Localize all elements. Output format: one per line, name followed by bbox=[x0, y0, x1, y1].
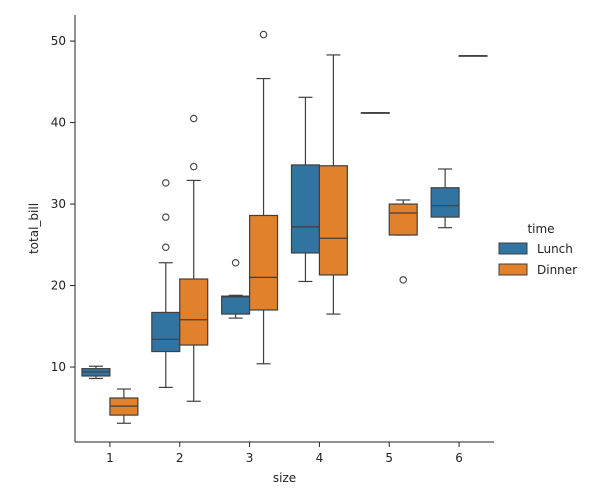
box-body bbox=[318, 165, 348, 276]
x-tick-label: 1 bbox=[106, 451, 114, 465]
legend-entries: Lunch Dinner bbox=[498, 242, 577, 277]
legend: time Lunch Dinner bbox=[498, 222, 577, 277]
box-dinner-5 bbox=[388, 199, 418, 284]
plot-area bbox=[81, 30, 488, 424]
x-tick-label: 6 bbox=[455, 451, 463, 465]
box-dinner-3 bbox=[248, 30, 279, 365]
x-tick-label: 3 bbox=[246, 451, 254, 465]
box-lunch-4 bbox=[290, 96, 321, 283]
y-tick-label: 10 bbox=[51, 360, 66, 374]
box-lunch-6 bbox=[430, 168, 460, 229]
x-tick-label: 2 bbox=[176, 451, 184, 465]
legend-label: Dinner bbox=[537, 263, 577, 277]
outlier-point bbox=[162, 179, 170, 187]
box-body bbox=[179, 278, 209, 346]
box-dinner-4 bbox=[318, 54, 348, 315]
y-tick-label: 30 bbox=[51, 197, 66, 211]
box-body bbox=[151, 311, 181, 353]
outlier-point bbox=[162, 213, 170, 221]
outlier-point bbox=[399, 276, 407, 284]
box-dinner-2 bbox=[179, 114, 209, 402]
legend-swatch bbox=[498, 242, 528, 255]
legend-entry-dinner: Dinner bbox=[498, 263, 577, 277]
box-dinner-6 bbox=[458, 55, 488, 57]
box-body bbox=[221, 295, 251, 315]
legend-entry-lunch: Lunch bbox=[498, 242, 573, 256]
box-body bbox=[430, 187, 460, 218]
x-ticks: 1 2 3 4 5 6 bbox=[106, 442, 463, 465]
x-tick-label: 4 bbox=[316, 451, 324, 465]
legend-title: time bbox=[527, 222, 554, 236]
box-lunch-1 bbox=[81, 365, 111, 380]
box-body bbox=[248, 214, 279, 311]
outlier-point bbox=[189, 114, 198, 123]
box-body bbox=[290, 164, 321, 254]
outlier-point bbox=[231, 258, 240, 267]
y-tick-label: 50 bbox=[51, 34, 66, 48]
box-dinner-1 bbox=[109, 388, 139, 424]
outlier-point bbox=[189, 162, 198, 171]
axes: 10 20 30 40 50 1 2 3 4 5 6 size total_bill bbox=[27, 15, 494, 485]
y-ticks: 10 20 30 40 50 bbox=[51, 34, 75, 374]
outlier-point bbox=[162, 243, 170, 251]
box-body bbox=[388, 203, 418, 236]
box-lunch-3 bbox=[221, 258, 251, 319]
legend-swatch bbox=[498, 263, 528, 276]
outlier-point bbox=[259, 30, 268, 39]
y-tick-label: 40 bbox=[51, 116, 66, 130]
x-tick-label: 5 bbox=[385, 451, 393, 465]
y-axis-label: total_bill bbox=[27, 203, 41, 254]
box-lunch-2 bbox=[151, 179, 181, 389]
x-axis-label: size bbox=[273, 471, 296, 485]
legend-label: Lunch bbox=[537, 242, 573, 256]
y-tick-label: 20 bbox=[51, 279, 66, 293]
box-lunch-5 bbox=[360, 112, 390, 114]
